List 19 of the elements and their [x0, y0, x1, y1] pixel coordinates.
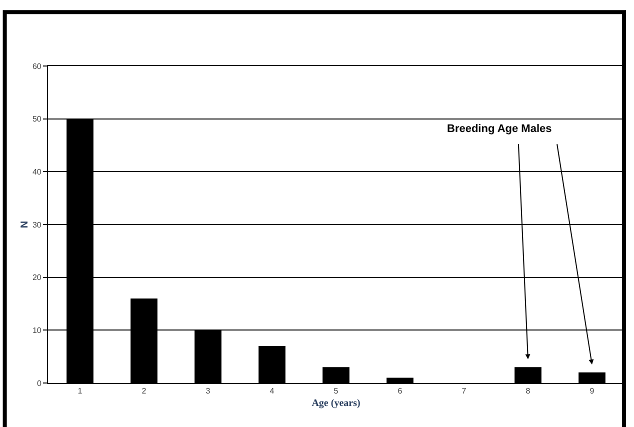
- y-axis-title: N: [19, 220, 30, 228]
- x-tick-label: 4: [270, 386, 275, 396]
- x-tick-label: 9: [590, 386, 595, 396]
- y-tick-label: 10: [32, 326, 42, 335]
- y-tick-label: 0: [36, 378, 42, 388]
- y-tick-label: 40: [32, 167, 42, 176]
- y-tick-label: 30: [32, 220, 42, 230]
- x-tick-label: 5: [334, 386, 339, 396]
- x-tick-label: 2: [142, 386, 147, 396]
- y-tick-label: 20: [32, 273, 42, 282]
- y-tick-label: 50: [32, 114, 42, 124]
- x-tick-label: 1: [78, 386, 83, 396]
- y-tick-label: 60: [32, 62, 42, 71]
- x-tick-label: 7: [462, 386, 467, 396]
- x-axis-title: Age (years): [312, 398, 360, 410]
- x-tick-label: 3: [206, 386, 211, 396]
- x-tick-label: 8: [526, 386, 531, 396]
- annotation: Breeding Age Males: [447, 123, 552, 135]
- x-tick-label: 6: [398, 386, 403, 396]
